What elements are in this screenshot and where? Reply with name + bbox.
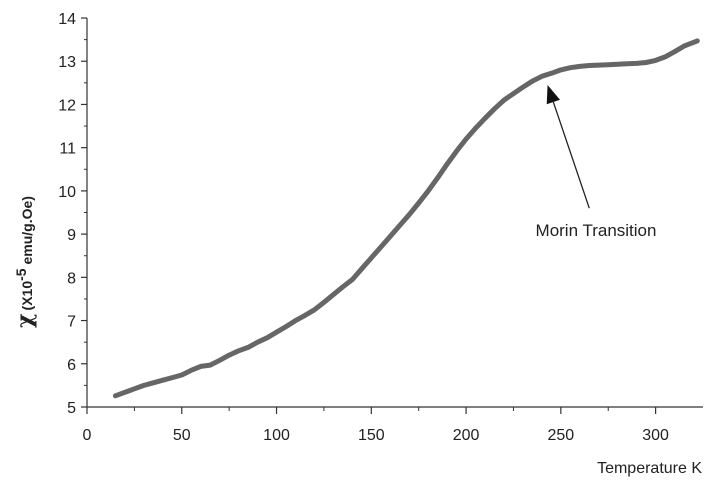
y-tick-label: 14 [58, 11, 76, 28]
annotation-morin-transition: Morin Transition [536, 221, 657, 240]
y-tick-label: 9 [67, 227, 76, 244]
annotation-arrow-head [546, 84, 560, 105]
y-tick-label: 8 [67, 270, 76, 287]
x-tick-label: 250 [547, 427, 574, 444]
y-tick-label: 12 [58, 97, 76, 114]
y-tick-label: 5 [67, 400, 76, 417]
x-tick-label: 100 [263, 427, 290, 444]
y-axis-label-symbol: χ [12, 313, 38, 327]
y-tick-label: 6 [67, 357, 76, 374]
y-tick-label: 11 [59, 141, 76, 158]
y-axis-label: χ (X10-5 emu/g.Oe) [12, 196, 38, 328]
x-axis-ticks: 0 50 100 150 200 250 300 [83, 407, 669, 444]
y-axis-label-exponent: -5 [13, 268, 29, 281]
x-tick-label: 300 [642, 427, 669, 444]
x-axis-label: Temperature K [597, 460, 702, 477]
annotation-arrow-line [552, 101, 590, 209]
y-axis-ticks: 5 6 7 8 9 10 11 12 13 14 [58, 11, 87, 417]
y-tick-label: 7 [67, 314, 76, 331]
y-axis-label-suffix: emu/g.Oe) [19, 196, 35, 268]
svg-text:χ(X10-5 emu/g.Oe): χ (X10-5 emu/g.Oe) [12, 196, 38, 328]
y-axis-label-prefix: (X10 [19, 281, 35, 311]
x-tick-label: 150 [358, 427, 385, 444]
x-tick-label: 0 [83, 427, 92, 444]
y-tick-label: 13 [58, 54, 76, 71]
x-tick-label: 200 [453, 427, 480, 444]
y-tick-label: 10 [58, 184, 76, 201]
x-tick-label: 50 [173, 427, 191, 444]
series-line [112, 38, 700, 399]
